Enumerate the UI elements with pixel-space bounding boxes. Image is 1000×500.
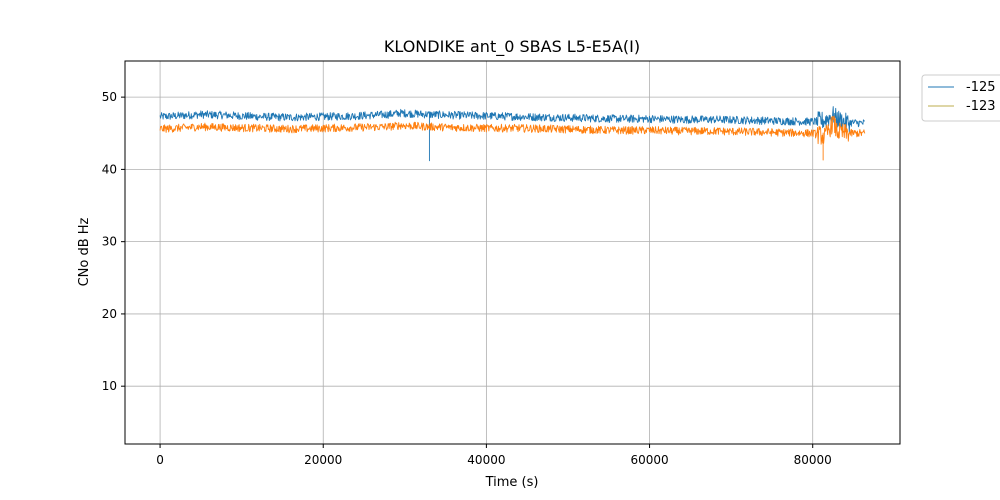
x-tick-label-1: 20000	[304, 453, 342, 467]
chart-title: KLONDIKE ant_0 SBAS L5-E5A(I)	[384, 37, 640, 57]
legend-series-2-label: -123	[966, 99, 996, 114]
x-axis-label: Time (s)	[485, 475, 539, 490]
y-tick-label-0: 10	[102, 379, 117, 393]
x-tick-label-2: 40000	[467, 453, 505, 467]
legend: -125 -123	[921, 74, 1000, 122]
series-layer	[159, 106, 866, 162]
legend-series-1-label: -125	[966, 80, 996, 95]
x-tick-label-3: 60000	[630, 453, 668, 467]
plot-frame	[124, 60, 901, 445]
y-tick-label-2: 30	[102, 235, 117, 249]
axes-layer: 0 20000 40000 60000 80000 10 20 30 40 50	[102, 60, 901, 467]
series-line-1	[159, 106, 865, 162]
y-axis-label: CNo dB Hz	[77, 217, 92, 286]
y-tick-label-4: 50	[102, 90, 117, 104]
x-tick-label-4: 80000	[794, 453, 832, 467]
x-tick-label-0: 0	[156, 453, 164, 467]
y-tick-label-3: 40	[102, 162, 117, 176]
y-tick-label-1: 20	[102, 307, 117, 321]
series-line-2	[159, 115, 866, 161]
